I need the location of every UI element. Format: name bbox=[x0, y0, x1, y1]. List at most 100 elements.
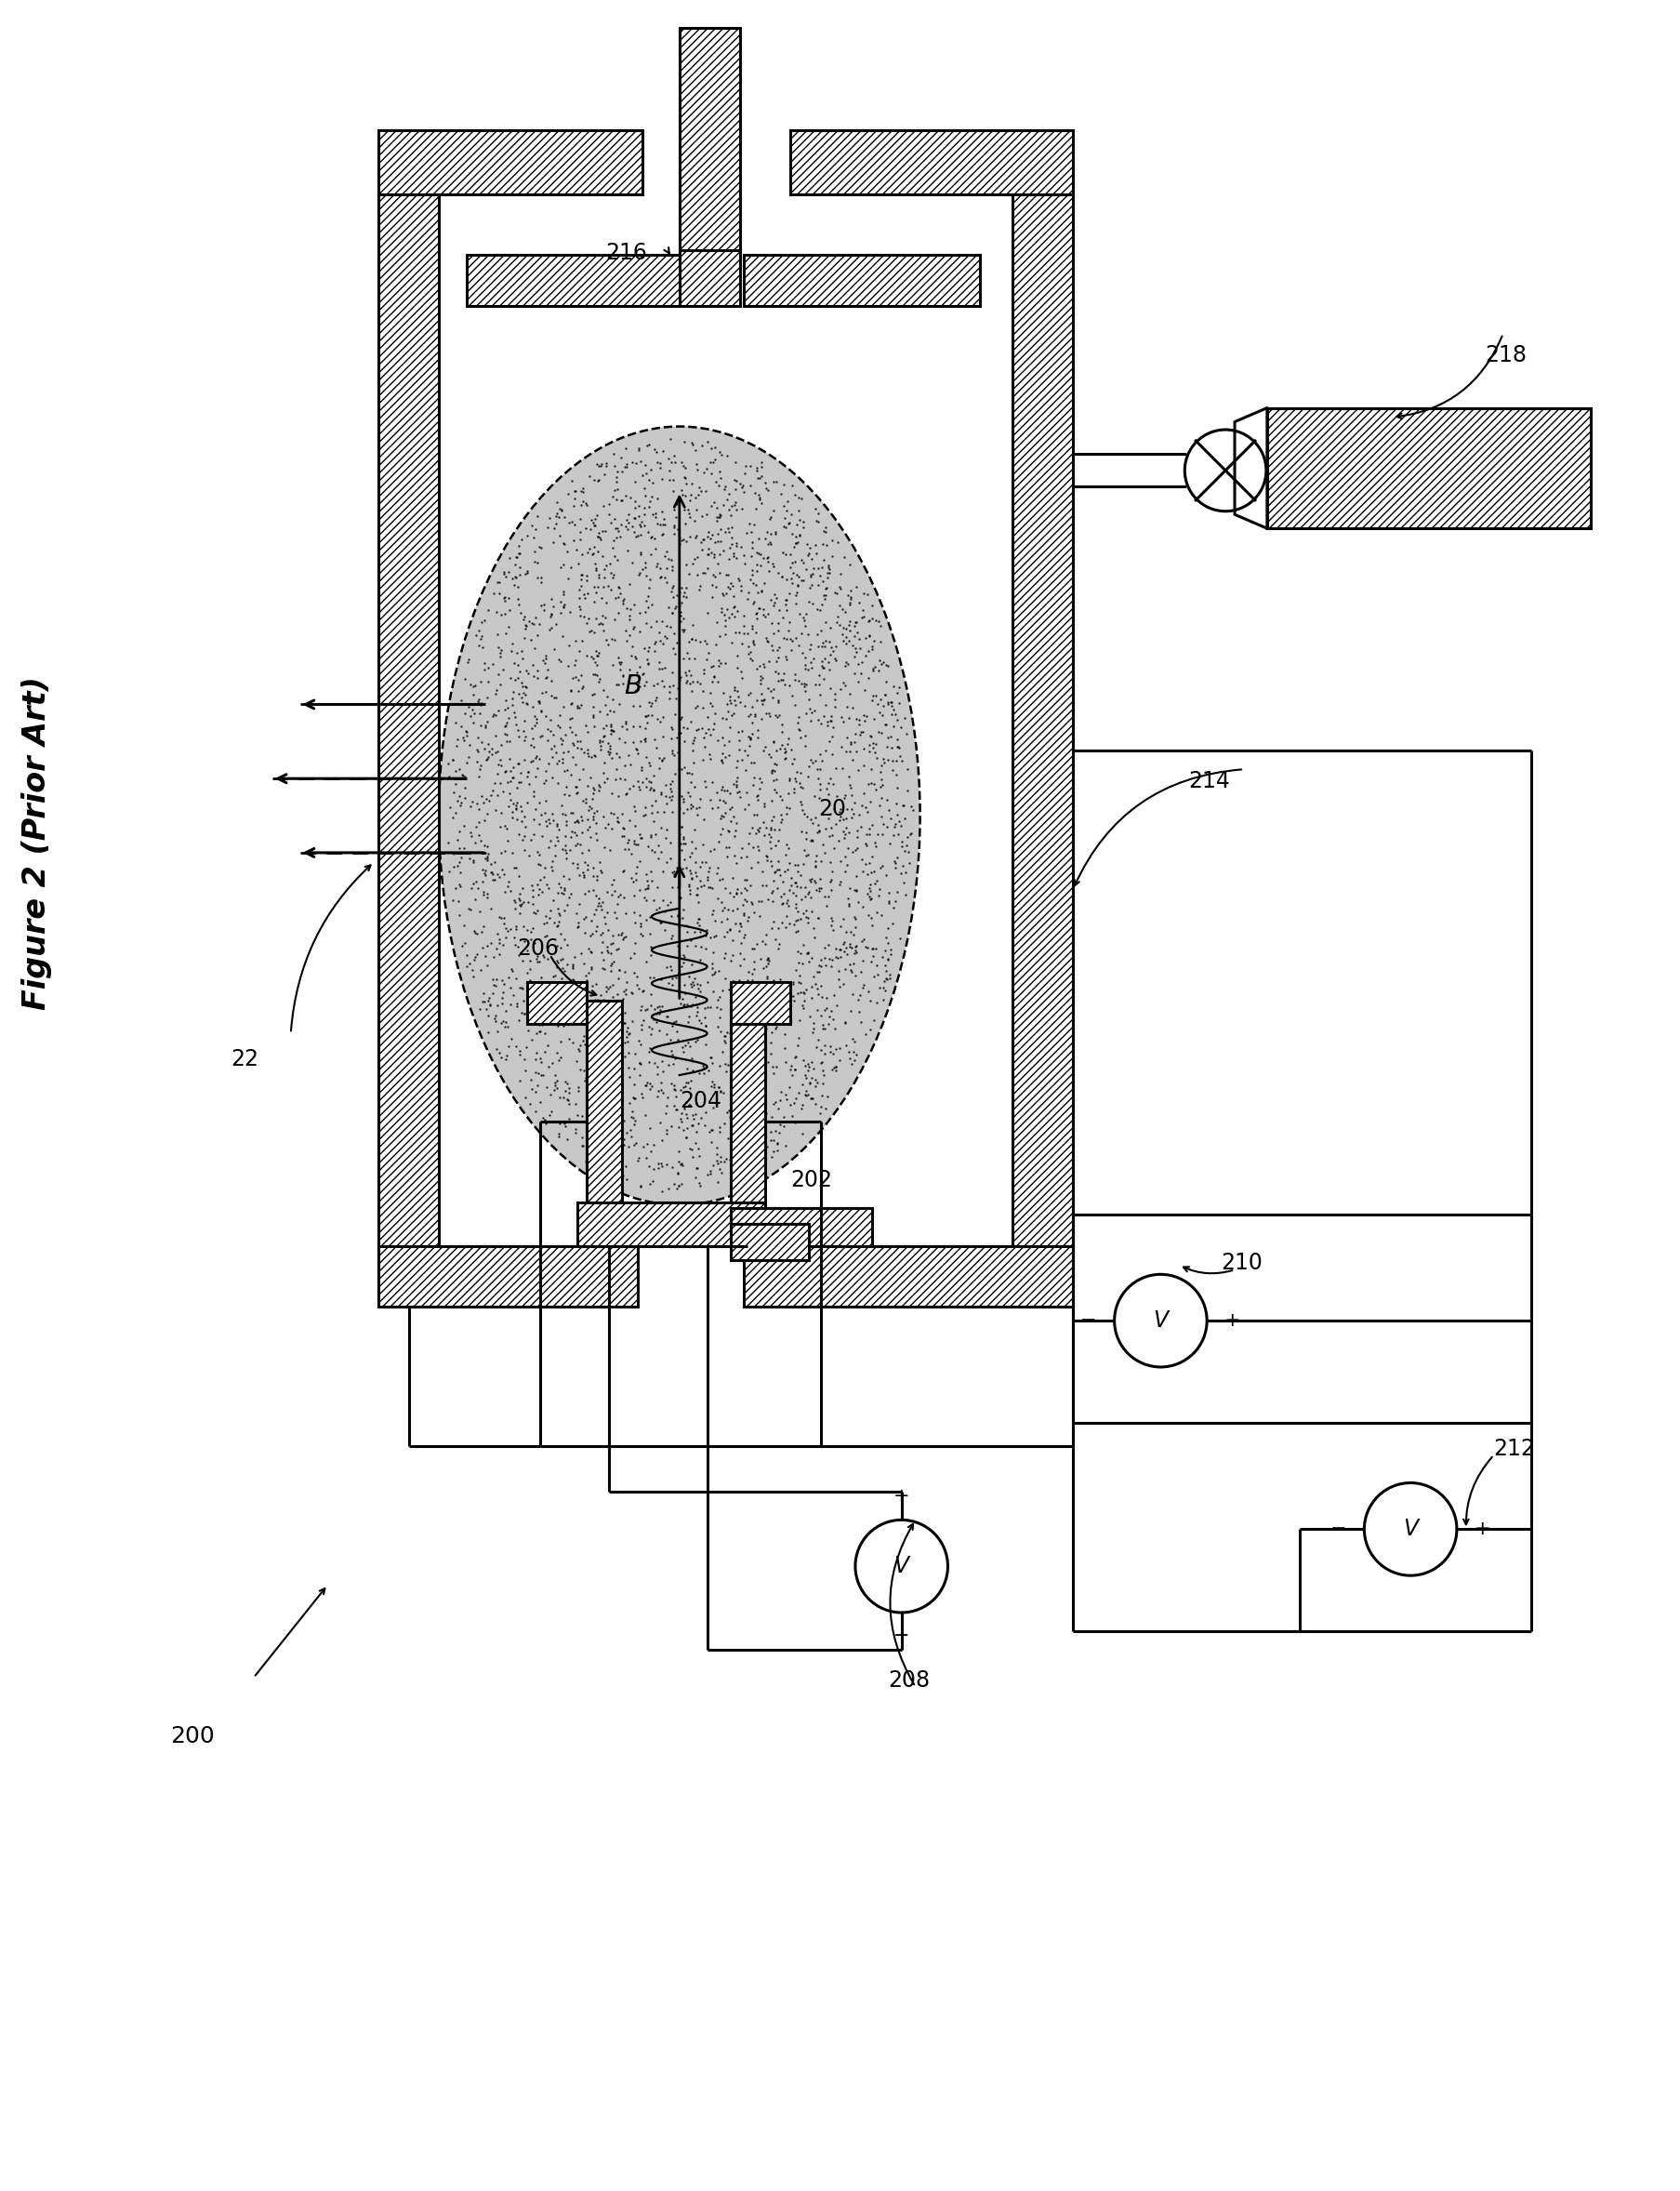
Point bbox=[842, 872, 869, 907]
Point bbox=[491, 857, 517, 892]
Point bbox=[701, 659, 727, 695]
Point bbox=[627, 649, 654, 684]
Point bbox=[827, 587, 853, 622]
Point bbox=[832, 925, 858, 960]
Point bbox=[727, 653, 754, 688]
Point bbox=[593, 894, 620, 929]
Point bbox=[630, 881, 657, 916]
Point bbox=[699, 896, 726, 931]
Point bbox=[788, 563, 815, 598]
Point bbox=[608, 482, 635, 517]
Point bbox=[533, 699, 559, 734]
Point bbox=[539, 804, 566, 839]
Point bbox=[823, 605, 850, 640]
Point bbox=[625, 557, 652, 592]
Point bbox=[612, 1148, 638, 1183]
Point bbox=[549, 734, 576, 769]
Point bbox=[465, 681, 492, 716]
Point bbox=[558, 701, 585, 736]
Point bbox=[894, 819, 921, 854]
Point bbox=[816, 624, 843, 659]
Point bbox=[561, 815, 588, 850]
Point bbox=[564, 804, 591, 839]
Point bbox=[563, 896, 590, 931]
Point bbox=[837, 914, 864, 949]
Point bbox=[543, 607, 570, 642]
Point bbox=[790, 603, 816, 638]
Point bbox=[497, 754, 524, 789]
Point bbox=[736, 1012, 763, 1047]
Point bbox=[469, 725, 496, 760]
Point bbox=[845, 622, 872, 657]
Point bbox=[790, 546, 816, 581]
Point bbox=[475, 664, 502, 699]
Point bbox=[786, 1019, 813, 1054]
Point bbox=[665, 1168, 692, 1203]
Point bbox=[670, 795, 697, 830]
Point bbox=[581, 738, 608, 773]
Point bbox=[620, 955, 647, 990]
Point bbox=[583, 574, 610, 609]
Point bbox=[568, 657, 595, 692]
Point bbox=[741, 624, 768, 659]
Point bbox=[603, 931, 630, 966]
Point bbox=[885, 670, 912, 706]
Point bbox=[660, 511, 687, 546]
Point bbox=[795, 1047, 822, 1082]
Point bbox=[808, 979, 835, 1014]
Point bbox=[890, 789, 917, 824]
Point bbox=[491, 557, 517, 592]
Point bbox=[615, 1010, 642, 1045]
Point bbox=[867, 747, 894, 782]
Point bbox=[563, 1087, 590, 1122]
Point bbox=[531, 1017, 558, 1052]
Point bbox=[721, 697, 748, 732]
Point bbox=[642, 495, 669, 530]
Point bbox=[697, 686, 724, 721]
Point bbox=[771, 732, 798, 767]
Point bbox=[793, 1060, 820, 1096]
Point bbox=[460, 668, 487, 703]
Point bbox=[832, 854, 858, 890]
Point bbox=[467, 688, 494, 723]
Point bbox=[635, 765, 662, 800]
Point bbox=[583, 1122, 610, 1157]
Point bbox=[825, 962, 852, 997]
Point bbox=[506, 1032, 533, 1067]
Point bbox=[519, 872, 546, 907]
Point bbox=[519, 911, 546, 947]
Point bbox=[758, 1003, 785, 1039]
Point bbox=[590, 1001, 617, 1036]
Point bbox=[522, 758, 549, 793]
Point bbox=[603, 1102, 630, 1137]
Point bbox=[679, 861, 706, 896]
Point bbox=[559, 738, 586, 773]
Point bbox=[714, 914, 741, 949]
Point bbox=[741, 894, 768, 929]
Point bbox=[573, 714, 600, 749]
Point bbox=[724, 594, 751, 629]
Point bbox=[751, 817, 778, 852]
Point bbox=[484, 692, 511, 727]
Point bbox=[561, 646, 588, 681]
Point bbox=[487, 633, 514, 668]
Point bbox=[610, 1157, 637, 1192]
Point bbox=[680, 955, 707, 990]
Point bbox=[860, 938, 887, 973]
Point bbox=[822, 690, 848, 725]
Point bbox=[662, 1041, 689, 1076]
Point bbox=[877, 957, 904, 993]
Point bbox=[816, 1028, 843, 1063]
Point bbox=[511, 997, 538, 1032]
Point bbox=[682, 1126, 709, 1161]
Point bbox=[454, 949, 480, 984]
Point bbox=[612, 920, 638, 955]
Point bbox=[482, 677, 509, 712]
Point bbox=[617, 802, 643, 837]
Point bbox=[642, 723, 669, 758]
Point bbox=[790, 975, 816, 1010]
Point bbox=[650, 1076, 677, 1111]
Point bbox=[593, 929, 620, 964]
Point bbox=[620, 629, 647, 664]
Point bbox=[484, 673, 511, 708]
